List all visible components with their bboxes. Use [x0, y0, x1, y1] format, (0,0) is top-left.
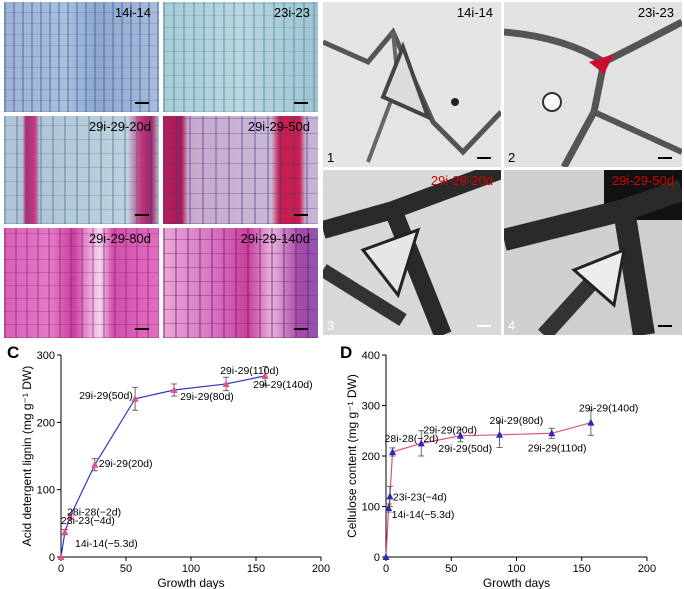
data-point	[91, 460, 99, 468]
data-point	[386, 492, 394, 500]
chart-acid-detergent-lignin: 0 50 100 150 200 0 100 200 300 Growth days Acid de…	[20, 350, 330, 589]
tem-label: 23i-23	[637, 5, 674, 20]
x-tick-label: 100	[182, 563, 200, 575]
tem-label: 14i-14	[456, 5, 493, 20]
point-annotation: 29i-29(50d)	[438, 443, 492, 455]
point-annotation: 29i-29(20d)	[423, 424, 477, 436]
point-annotation: 29i-29(80d)	[180, 391, 234, 403]
x-tick-label: 150	[573, 563, 591, 575]
data-point	[131, 394, 139, 402]
point-annotation: 29i-29(140d)	[579, 403, 639, 415]
scale-bar	[294, 328, 308, 330]
data-point	[382, 553, 390, 560]
x-tick-label: 150	[247, 563, 265, 575]
micrograph-29i-29-140d: 29i-29-140d	[163, 228, 318, 338]
y-tick-label: 0	[49, 552, 55, 564]
point-annotation: 29i-29(110d)	[528, 442, 587, 454]
y-axis-title: Acid detergent lignin (mg g⁻¹ DW)	[20, 366, 34, 546]
y-tick-label: 400	[362, 350, 380, 362]
micrograph-label: 29i-29-80d	[88, 231, 151, 246]
cell-wall-junction-graphic	[323, 27, 501, 163]
y-tick-label: 0	[374, 552, 380, 564]
y-tick-label: 200	[37, 417, 55, 429]
micrograph-14i-14: 14i-14	[4, 2, 159, 112]
tem-label: 29i-29-20d	[430, 173, 493, 188]
chart-cellulose-content: 0 50 100 150 200 0 100 200 300 400 Growth days Cell…	[345, 350, 656, 589]
x-tick-label: 50	[445, 563, 457, 575]
micrograph-label: 23i-23	[273, 5, 310, 20]
data-point	[456, 431, 464, 439]
point-annotation: 29i-29(20d)	[99, 458, 153, 470]
tem-image-23i-23: 23i-23 2	[504, 2, 682, 167]
tem-number: 3	[327, 318, 335, 333]
scale-bar	[135, 328, 149, 330]
data-point	[261, 371, 269, 379]
x-tick-label: 200	[638, 563, 656, 575]
tem-image-29i-29-20d: 29i-29-20d 3	[323, 170, 501, 335]
point-annotation: 28i-28(−2d)	[385, 433, 439, 445]
data-point	[385, 504, 393, 512]
scale-bar	[658, 325, 672, 327]
y-tick-label: 100	[37, 485, 55, 497]
tem-image-29i-29-50d: 29i-29-50d 4	[504, 170, 682, 335]
point-annotation: 28i-28(−2d)	[67, 507, 121, 519]
scale-bar	[658, 157, 672, 159]
series-line	[60, 375, 266, 558]
point-annotation: 29i-29(110d)	[220, 365, 279, 377]
x-tick-label: 100	[507, 563, 525, 575]
micrograph-23i-23: 23i-23	[163, 2, 318, 112]
micrograph-label: 29i-29-140d	[240, 231, 310, 246]
cell-wall-junction-graphic	[504, 170, 682, 335]
tem-number: 2	[508, 150, 516, 165]
scale-bar	[135, 214, 149, 216]
data-point	[222, 379, 230, 387]
point-annotation: 29i-29(140d)	[253, 379, 313, 391]
micrograph-29i-29-80d: 29i-29-80d	[4, 228, 159, 338]
x-tick-label: 50	[120, 563, 132, 575]
tem-number: 1	[327, 150, 335, 165]
data-point	[548, 429, 556, 437]
data-point	[57, 553, 65, 560]
scale-bar	[135, 102, 149, 104]
point-annotation: 29i-29(80d)	[490, 415, 544, 427]
cell-wall-junction-graphic	[323, 170, 501, 335]
y-tick-label: 300	[37, 350, 55, 362]
data-point	[66, 512, 74, 520]
point-annotation: 29i-29(50d)	[79, 390, 133, 402]
data-point	[496, 430, 504, 438]
micrograph-label: 14i-14	[114, 5, 151, 20]
scale-bar	[294, 102, 308, 104]
x-tick-label: 0	[383, 563, 389, 575]
cell-wall-junction-graphic	[504, 18, 682, 167]
micrograph-29i-29-20d: 29i-29-20d	[4, 116, 159, 224]
micrograph-label: 29i-29-50d	[247, 119, 310, 134]
scale-bar	[294, 214, 308, 216]
scale-bar	[477, 325, 491, 327]
tem-number: 4	[508, 318, 516, 333]
x-axis-title: Growth days	[157, 576, 224, 589]
point-annotation: 14i-14(−5.3d)	[75, 538, 138, 550]
y-tick-label: 100	[362, 502, 380, 514]
data-point	[587, 418, 595, 426]
data-point	[61, 528, 69, 536]
point-annotation: 23i-23(−4d)	[393, 491, 447, 503]
x-tick-label: 200	[312, 563, 330, 575]
scale-bar	[477, 157, 491, 159]
tem-image-14i-14: 14i-14 1	[323, 2, 501, 167]
data-point	[389, 447, 397, 455]
y-axis-title: Cellulose content (mg g⁻¹ DW)	[345, 374, 359, 538]
y-tick-label: 300	[362, 401, 380, 413]
panel-letter-c: C	[7, 343, 20, 362]
micrograph-29i-29-50d: 29i-29-50d	[163, 116, 318, 224]
panel-letter-d: D	[340, 343, 353, 362]
point-annotation: 23i-23(−4d)	[61, 515, 115, 527]
micrograph-label: 29i-29-20d	[88, 119, 151, 134]
x-axis-title: Growth days	[483, 576, 550, 589]
tem-label: 29i-29-50d	[611, 173, 674, 188]
point-annotation: 14i-14(−5.3d)	[392, 509, 455, 521]
data-point	[170, 386, 178, 394]
x-tick-label: 0	[58, 563, 64, 575]
data-point	[417, 439, 425, 447]
y-tick-label: 200	[362, 451, 380, 463]
